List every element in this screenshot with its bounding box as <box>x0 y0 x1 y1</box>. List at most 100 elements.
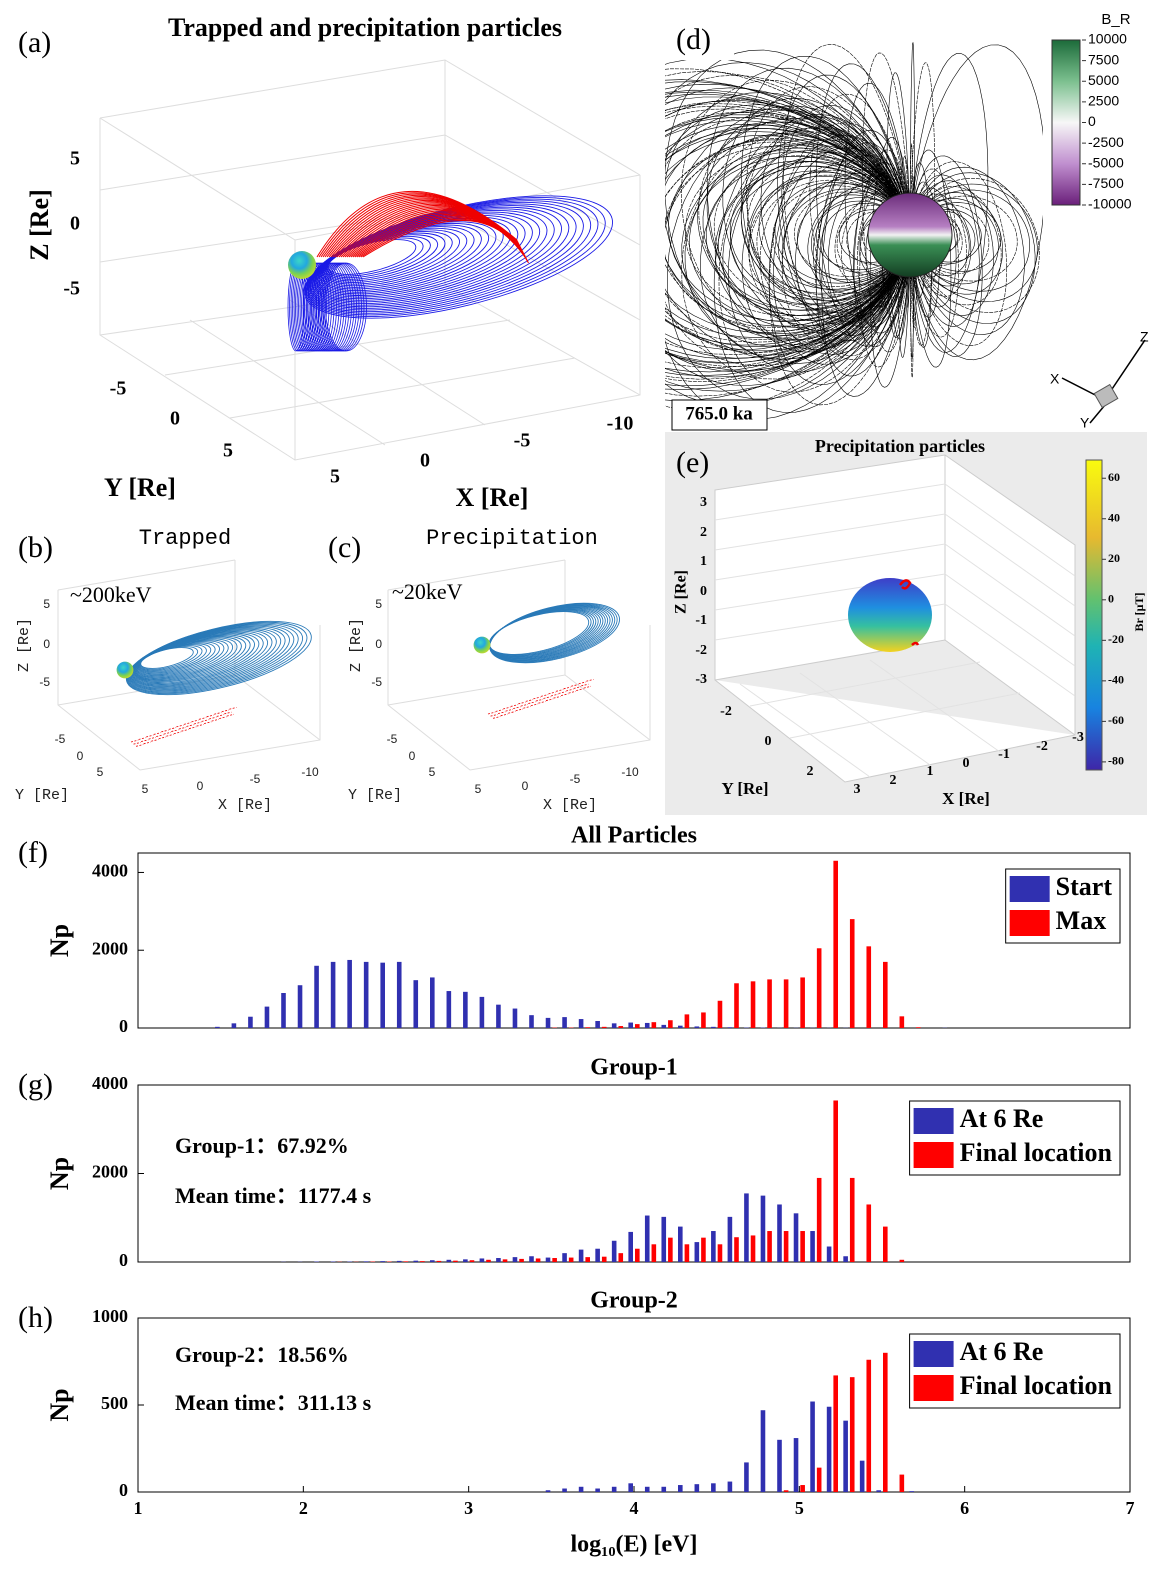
trajectory <box>566 688 574 692</box>
trajectories <box>287 190 614 352</box>
colorbar-ticks: 60 40 20 0 -20 -40 -60 -80 <box>1102 470 1124 768</box>
label-background <box>672 15 734 60</box>
field-line <box>665 105 911 420</box>
bar <box>413 980 419 1028</box>
y-tick-label: 4000 <box>92 1073 128 1093</box>
y-tick-label: -5 <box>110 378 127 400</box>
trajectory <box>158 736 167 740</box>
trajectory <box>143 741 151 745</box>
trajectories <box>473 602 620 719</box>
legend-label: Start <box>1056 872 1113 901</box>
panel-a: (a) Trapped and precipitation particles … <box>18 13 641 512</box>
bar <box>314 965 319 1028</box>
bar <box>866 1204 872 1262</box>
field-line <box>816 63 911 347</box>
trajectory <box>221 709 230 713</box>
trajectory <box>193 721 202 725</box>
axis-label: Z <box>1140 329 1149 345</box>
trajectory <box>560 693 569 697</box>
annotation: Group-2：18.56% <box>175 1342 349 1367</box>
field-line <box>869 137 911 388</box>
bar <box>512 1257 518 1262</box>
bar <box>644 1486 650 1492</box>
bar <box>628 1483 633 1492</box>
x-tick-label: -1 <box>998 747 1010 762</box>
bar <box>783 1231 789 1262</box>
field-line <box>681 79 911 346</box>
panel-title: Trapped <box>139 526 231 551</box>
field-line <box>665 123 911 339</box>
grid <box>714 483 1076 778</box>
bar <box>453 1260 458 1262</box>
trajectory <box>138 737 146 740</box>
bar <box>578 1019 584 1028</box>
legend-label: Final location <box>960 1138 1113 1167</box>
z-tick-label: -1 <box>695 613 707 628</box>
colorbar <box>1051 39 1081 206</box>
colorbar-tick-label: -60 <box>1108 713 1124 727</box>
trajectory <box>166 734 174 737</box>
bar <box>618 1253 624 1262</box>
bar <box>876 1490 881 1492</box>
bar <box>899 1016 905 1028</box>
bar <box>436 1260 442 1262</box>
field-line <box>909 177 1040 313</box>
bar <box>750 1235 756 1262</box>
axes-box <box>99 59 641 461</box>
trajectory <box>586 679 594 682</box>
bar <box>760 1410 766 1492</box>
bar <box>562 1253 567 1262</box>
bar <box>463 991 468 1028</box>
bar <box>403 1261 409 1262</box>
field-line <box>665 145 911 328</box>
trajectory <box>323 231 453 283</box>
trajectory <box>191 719 199 723</box>
field-line <box>821 129 911 397</box>
bar <box>635 1024 640 1028</box>
trajectory <box>535 698 544 702</box>
field-line <box>665 74 911 356</box>
field-line <box>747 161 911 296</box>
trajectory <box>203 721 212 725</box>
legend-swatch <box>913 1108 954 1134</box>
panel-c: (c) Precipitation ~20keV Z [Re] 5 0 -5 -… <box>328 526 651 814</box>
trajectory <box>201 719 209 722</box>
bar <box>826 1406 832 1492</box>
trajectory <box>545 698 554 702</box>
annotation: ~200keV <box>70 582 152 607</box>
panel-label: (d) <box>676 23 711 56</box>
colorbar-tick-label: -2500 <box>1088 134 1124 150</box>
planet <box>848 578 932 652</box>
legend-label: At 6 Re <box>960 1104 1044 1133</box>
y-tick-label: 0 <box>119 1480 128 1500</box>
bar <box>899 1259 905 1262</box>
trajectory <box>214 712 222 715</box>
trajectory <box>530 703 539 707</box>
colorbar-tick-label: 0 <box>1108 592 1114 606</box>
time-box <box>671 399 768 431</box>
x-tick-label: 6 <box>960 1498 969 1518</box>
z-label: Z [Re] <box>348 618 365 672</box>
x-label: X [Re] <box>218 797 272 814</box>
x-label: X [Re] <box>942 789 990 808</box>
x-tick-label: 3 <box>464 1498 473 1518</box>
bar <box>420 1261 425 1262</box>
bar <box>635 1248 640 1262</box>
planet <box>473 636 491 654</box>
bar <box>486 1259 491 1262</box>
y-tick-label: 2 <box>807 764 814 779</box>
trajectory <box>500 713 508 717</box>
bar <box>711 1231 716 1262</box>
panel-b: (b) Trapped ~200keV Z [Re] 5 0 -5 -5 0 5… <box>15 526 321 814</box>
trajectory <box>578 681 587 685</box>
time-label: 765.0 ka <box>685 403 753 424</box>
trajectory <box>181 729 189 732</box>
trajectory <box>229 707 237 710</box>
bar <box>413 1260 419 1262</box>
z-tick-label: 0 <box>700 584 707 599</box>
y-tick-label: 5 <box>223 440 233 462</box>
y-label: Y [Re] <box>721 779 768 798</box>
x-tick-label: -2 <box>1036 739 1048 754</box>
bar <box>816 1467 822 1492</box>
